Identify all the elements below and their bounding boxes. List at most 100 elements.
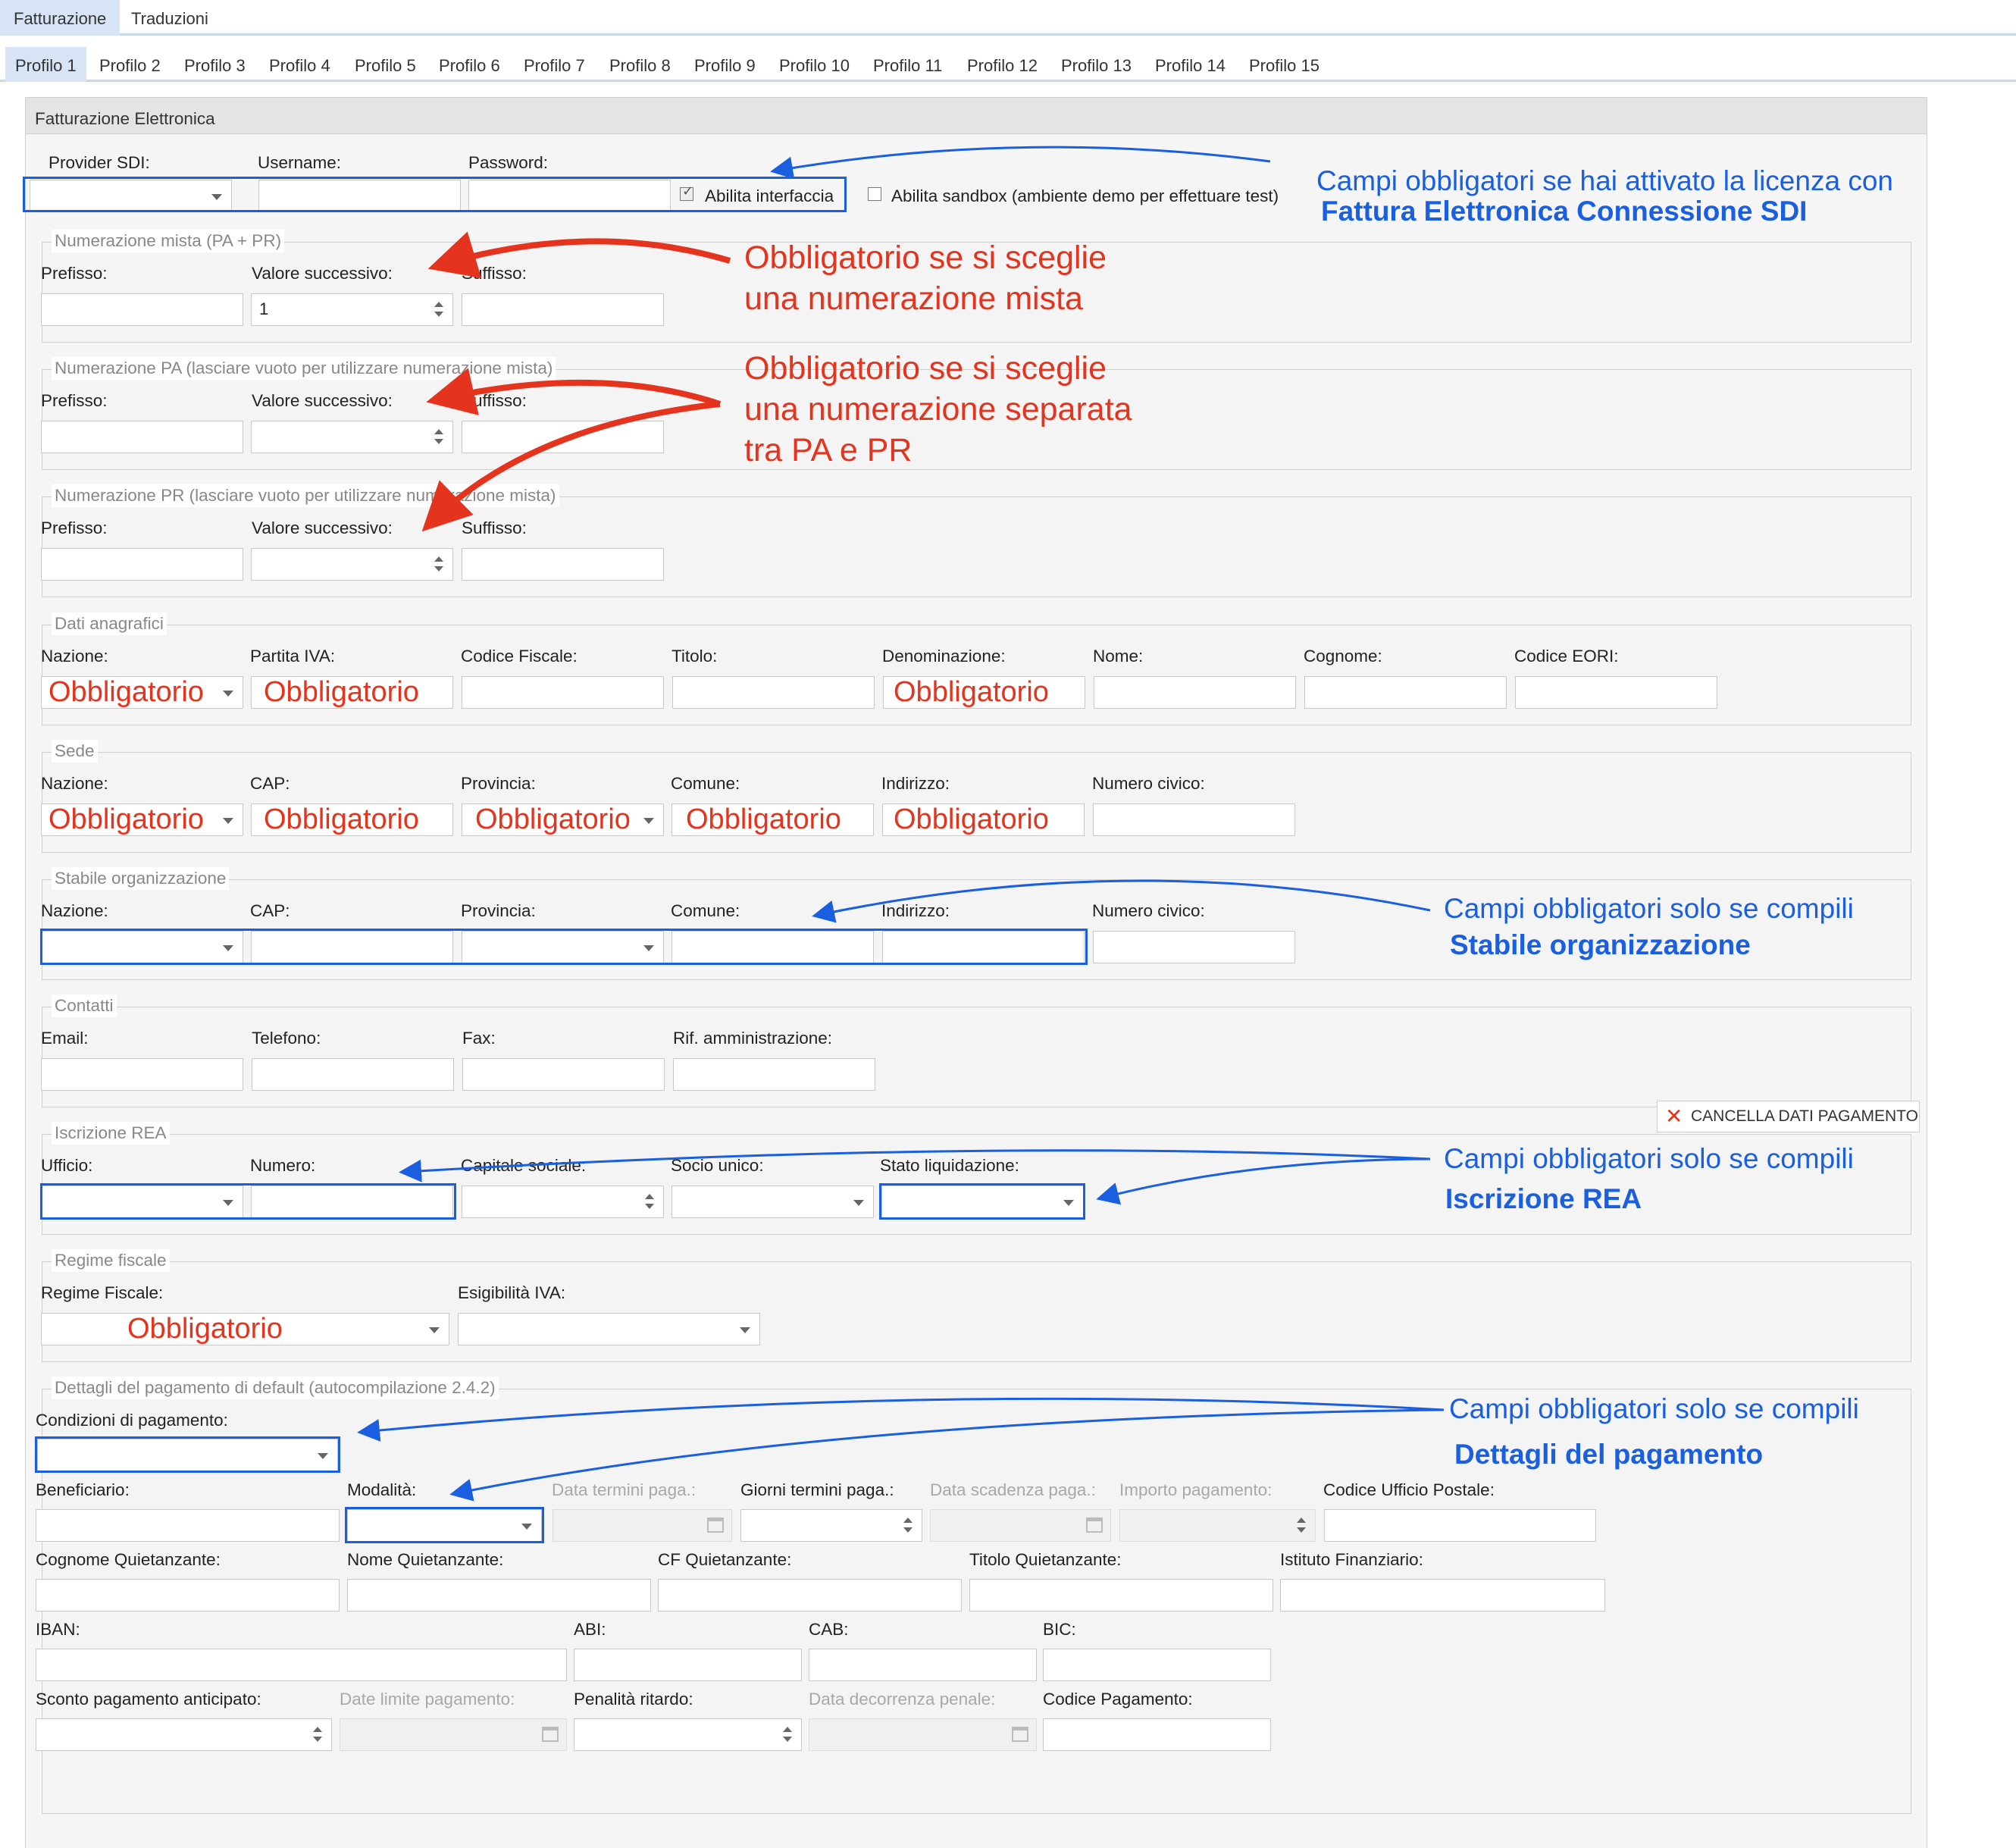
numero-input[interactable] xyxy=(251,1186,453,1218)
cap-input[interactable] xyxy=(251,803,453,836)
tab-profilo-6[interactable]: Profilo 6 xyxy=(439,56,500,75)
stabile-organizzazione-legend: Stabile organizzazione xyxy=(52,867,230,890)
tab-profilo-13[interactable]: Profilo 13 xyxy=(1061,56,1132,75)
username-input[interactable] xyxy=(258,180,461,212)
suffisso-input[interactable] xyxy=(462,293,664,326)
socio-unico-select[interactable] xyxy=(671,1186,874,1218)
nazione-select[interactable] xyxy=(41,676,243,709)
close-icon: ✕ xyxy=(1665,1104,1683,1128)
bic-input[interactable] xyxy=(1043,1649,1271,1681)
tab-profilo-10[interactable]: Profilo 10 xyxy=(779,56,850,75)
tab-profilo-8[interactable]: Profilo 8 xyxy=(609,56,671,75)
email-input[interactable] xyxy=(41,1058,243,1091)
provider-sdi-select[interactable] xyxy=(30,180,232,212)
penalita-ritardo-stepper[interactable] xyxy=(574,1718,802,1751)
istituto-finanziario-input[interactable] xyxy=(1280,1579,1605,1612)
indirizzo-input[interactable] xyxy=(882,803,1085,836)
tab-profilo-12[interactable]: Profilo 12 xyxy=(967,56,1038,75)
tab-profilo-9[interactable]: Profilo 9 xyxy=(694,56,756,75)
codice-fiscale-label: Codice Fiscale: xyxy=(461,647,578,666)
beneficiario-input[interactable] xyxy=(36,1509,340,1542)
email-label: Email: xyxy=(41,1029,89,1048)
regime-fiscale-legend: Regime fiscale xyxy=(52,1249,170,1272)
condizioni-pagamento-select[interactable] xyxy=(37,1439,338,1471)
codice-eori-label: Codice EORI: xyxy=(1514,647,1619,666)
valore-successivo-stepper[interactable]: 1 xyxy=(251,293,453,326)
valore-successivo-stepper[interactable] xyxy=(251,548,453,581)
prefisso-input[interactable] xyxy=(41,548,243,581)
suffisso-input[interactable] xyxy=(462,548,664,581)
tab-profilo-7[interactable]: Profilo 7 xyxy=(524,56,585,75)
tab-profilo-11[interactable]: Profilo 11 xyxy=(873,56,943,75)
cf-quietanzante-input[interactable] xyxy=(658,1579,962,1612)
abi-input[interactable] xyxy=(574,1649,802,1681)
codice-pagamento-input[interactable] xyxy=(1043,1718,1271,1751)
cognome-input[interactable] xyxy=(1304,676,1507,709)
codice-eori-input[interactable] xyxy=(1515,676,1717,709)
cap-label: CAP: xyxy=(250,774,290,793)
fax-input[interactable] xyxy=(462,1058,665,1091)
tab-profilo-4[interactable]: Profilo 4 xyxy=(269,56,330,75)
titolo-quietanzante-input[interactable] xyxy=(969,1579,1273,1612)
abilita-sandbox-checkbox[interactable] xyxy=(868,187,881,201)
suffisso-label: Suffisso: xyxy=(462,391,527,410)
provincia-select[interactable] xyxy=(462,931,664,963)
codice-ufficio-postale-input[interactable] xyxy=(1324,1509,1596,1542)
tab-profilo-14[interactable]: Profilo 14 xyxy=(1155,56,1226,75)
cab-input[interactable] xyxy=(809,1649,1037,1681)
ufficio-select[interactable] xyxy=(41,1186,243,1218)
valore-successivo-stepper[interactable] xyxy=(251,421,453,453)
password-input[interactable] xyxy=(468,180,671,212)
tab-profilo-3[interactable]: Profilo 3 xyxy=(184,56,246,75)
numero-civico-label: Numero civico: xyxy=(1092,901,1205,920)
comune-input[interactable] xyxy=(671,931,874,963)
numerazione-mista-fieldset: Numerazione mista (PA + PR) Prefisso: Va… xyxy=(41,230,1911,343)
capitale-sociale-label: Capitale sociale: xyxy=(461,1156,587,1175)
numero-civico-input[interactable] xyxy=(1093,803,1295,836)
iban-label: IBAN: xyxy=(36,1620,80,1639)
prefisso-input[interactable] xyxy=(41,293,243,326)
nazione-select[interactable] xyxy=(41,931,243,963)
regime-fiscale-select[interactable] xyxy=(41,1313,449,1345)
nome-quietanzante-input[interactable] xyxy=(347,1579,651,1612)
sede-fieldset: Sede Nazione: CAP: Provincia: Comune: In… xyxy=(41,740,1911,853)
iscrizione-rea-legend: Iscrizione REA xyxy=(52,1122,170,1145)
separata-note-line3: tra PA e PR xyxy=(744,432,913,468)
giorni-termini-stepper[interactable] xyxy=(740,1509,922,1542)
tab-traduzioni[interactable]: Traduzioni xyxy=(131,9,208,28)
tab-profilo-5[interactable]: Profilo 5 xyxy=(355,56,416,75)
cap-input[interactable] xyxy=(251,931,453,963)
cognome-quietanzante-input[interactable] xyxy=(36,1579,340,1612)
denominazione-input[interactable] xyxy=(883,676,1085,709)
modalita-select[interactable] xyxy=(347,1509,542,1542)
numero-civico-input[interactable] xyxy=(1093,931,1295,963)
nazione-select[interactable] xyxy=(41,803,243,836)
partita-iva-input[interactable] xyxy=(251,676,453,709)
titolo-input[interactable] xyxy=(672,676,875,709)
tab-profilo-2[interactable]: Profilo 2 xyxy=(99,56,161,75)
abilita-interfaccia-checkbox[interactable]: ✓ xyxy=(680,183,693,201)
telefono-input[interactable] xyxy=(252,1058,454,1091)
codice-fiscale-input[interactable] xyxy=(462,676,664,709)
comune-input[interactable] xyxy=(671,803,874,836)
suffisso-input[interactable] xyxy=(462,421,664,453)
mista-note-line1: Obbligatorio se si sceglie xyxy=(744,240,1107,276)
cancella-dati-pagamento-button[interactable]: ✕ CANCELLA DATI PAGAMENTO xyxy=(1657,1101,1920,1132)
tab-fatturazione[interactable]: Fatturazione xyxy=(0,0,121,36)
required-note: Obbligatorio xyxy=(894,803,1049,835)
required-note: Obbligatorio xyxy=(264,676,419,708)
nome-input[interactable] xyxy=(1094,676,1296,709)
stato-liquidazione-select[interactable] xyxy=(881,1186,1084,1218)
tab-profilo-1[interactable]: Profilo 1 xyxy=(5,47,86,82)
esigibilita-iva-select[interactable] xyxy=(458,1313,760,1345)
provincia-select[interactable] xyxy=(462,803,664,836)
indirizzo-input[interactable] xyxy=(882,931,1085,963)
sconto-pagamento-stepper[interactable] xyxy=(36,1718,332,1751)
tab-profilo-15[interactable]: Profilo 15 xyxy=(1249,56,1319,75)
prefisso-input[interactable] xyxy=(41,421,243,453)
importo-pagamento-stepper xyxy=(1119,1509,1316,1542)
iban-input[interactable] xyxy=(36,1649,567,1681)
rif-amministrazione-input[interactable] xyxy=(673,1058,875,1091)
prefisso-label: Prefisso: xyxy=(41,264,108,283)
capitale-sociale-stepper[interactable] xyxy=(462,1186,664,1218)
